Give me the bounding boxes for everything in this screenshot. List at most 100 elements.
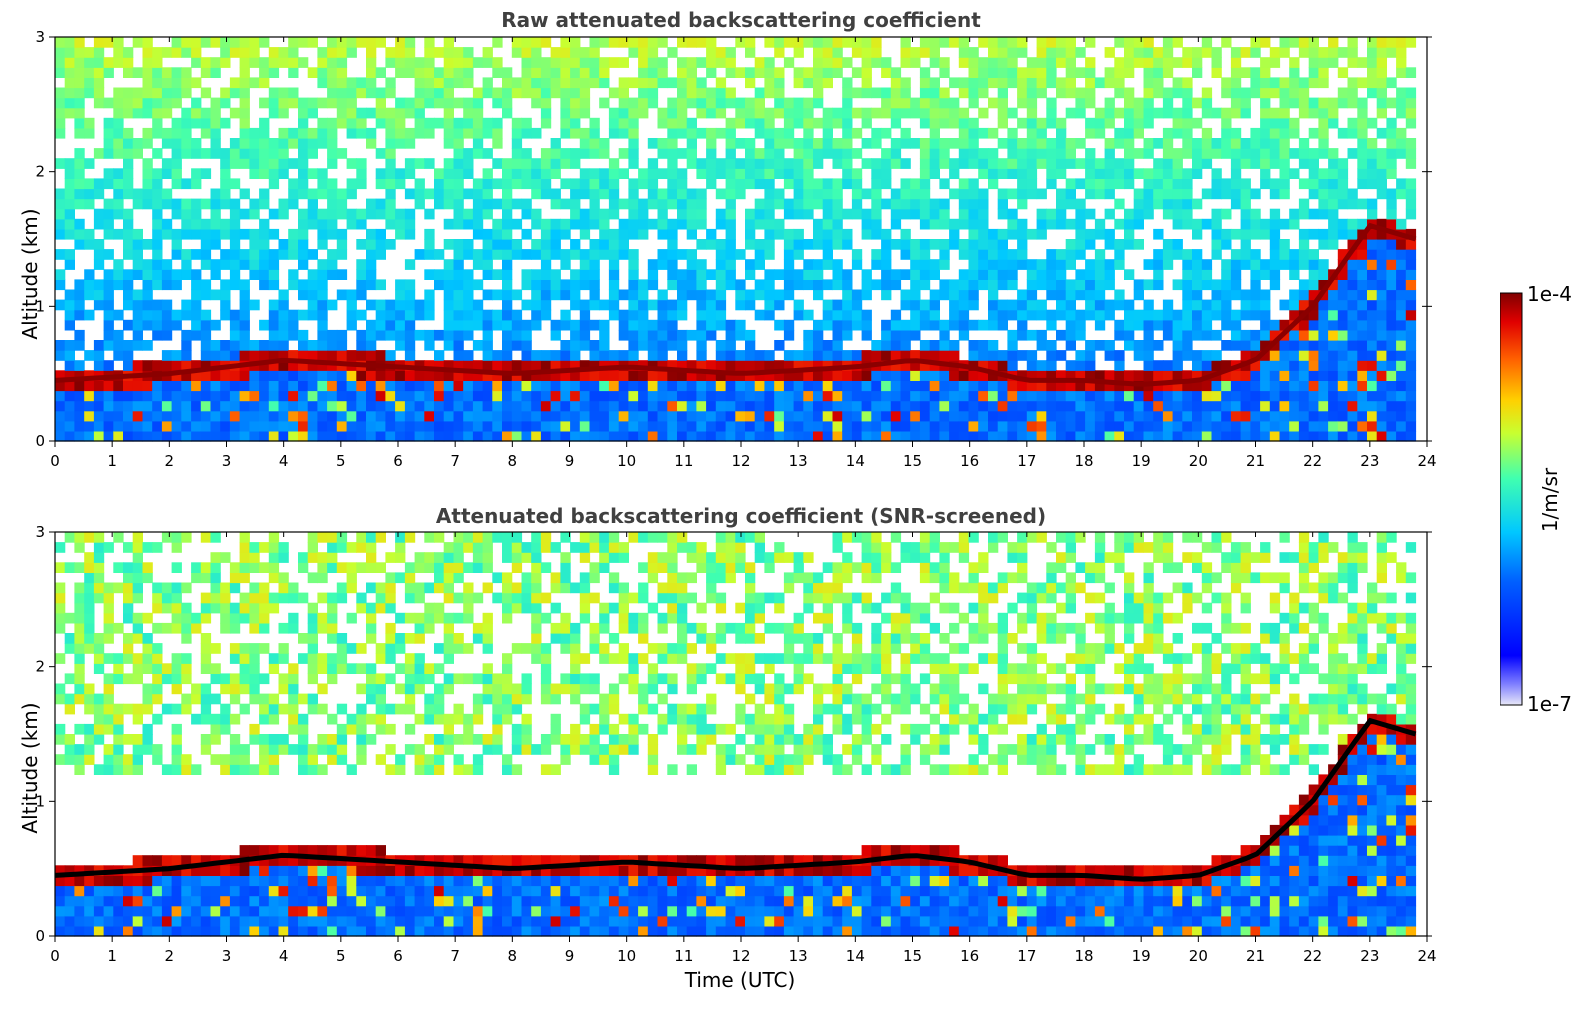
heatmap-cell — [317, 117, 328, 129]
heatmap-cell — [686, 158, 697, 169]
heatmap-cell — [715, 390, 727, 402]
heatmap-cell — [813, 117, 824, 129]
heatmap-cell — [715, 249, 727, 260]
heatmap-cell — [113, 97, 124, 109]
heatmap-cell — [171, 117, 182, 129]
heatmap-cell — [259, 239, 270, 250]
heatmap-cell — [492, 87, 503, 99]
heatmap-cell — [346, 410, 357, 422]
heatmap-cell — [123, 734, 134, 745]
heatmap-cell — [579, 279, 591, 291]
heatmap-cell — [356, 279, 367, 291]
heatmap-cell — [259, 875, 270, 887]
heatmap-cell — [677, 168, 688, 179]
heatmap-cell — [599, 148, 610, 159]
heatmap-cell — [686, 138, 697, 149]
heatmap-cell — [424, 309, 435, 321]
heatmap-cell — [123, 228, 134, 240]
heatmap-cell — [84, 643, 95, 654]
heatmap-cell — [463, 117, 474, 129]
heatmap-cell — [502, 319, 513, 331]
heatmap-cell — [210, 138, 221, 149]
heatmap-cell — [171, 895, 182, 907]
heatmap-cell — [55, 693, 66, 705]
heatmap-cell — [191, 117, 202, 129]
heatmap-cell — [93, 400, 105, 412]
heatmap-cell — [560, 420, 571, 432]
heatmap-cell — [229, 239, 241, 250]
heatmap-cell — [764, 309, 775, 321]
heatmap-cell — [288, 592, 299, 604]
heatmap-cell — [113, 400, 124, 412]
heatmap-cell — [608, 269, 620, 280]
heatmap-cell — [171, 269, 182, 280]
heatmap-cell — [64, 532, 75, 543]
heatmap-cell — [453, 148, 464, 159]
heatmap-cell — [657, 289, 668, 301]
heatmap-cell — [210, 390, 221, 402]
heatmap-cell — [317, 77, 328, 89]
heatmap-cell — [200, 713, 212, 725]
heatmap-cell — [375, 420, 386, 432]
heatmap-cell — [64, 430, 75, 442]
heatmap-cell — [638, 168, 649, 179]
heatmap-cell — [317, 47, 328, 58]
heatmap-cell — [103, 208, 114, 220]
heatmap-cell — [851, 67, 863, 78]
heatmap-cell — [715, 420, 727, 432]
heatmap-cell — [229, 602, 241, 614]
heatmap-cell — [764, 420, 775, 432]
heatmap-cell — [142, 269, 153, 280]
heatmap-cell — [191, 299, 202, 311]
heatmap-cell — [764, 87, 775, 99]
heatmap-cell — [472, 198, 484, 210]
heatmap-cell — [239, 208, 250, 220]
heatmap-cell — [191, 218, 202, 230]
heatmap-cell — [356, 168, 367, 179]
heatmap-cell — [890, 269, 902, 280]
heatmap-cell — [502, 269, 513, 280]
heatmap-cell — [502, 107, 513, 119]
heatmap-cell — [589, 148, 600, 159]
heatmap-cell — [511, 360, 523, 371]
heatmap-cell — [453, 289, 464, 301]
heatmap-cell — [472, 309, 484, 321]
heatmap-cell — [220, 370, 231, 381]
heatmap-cell — [278, 865, 289, 876]
heatmap-cell — [268, 754, 280, 765]
heatmap-cell — [278, 329, 289, 341]
heatmap-cell — [317, 370, 328, 381]
heatmap-cell — [64, 77, 75, 89]
heatmap-cell — [181, 138, 192, 149]
heatmap-cell — [599, 77, 610, 89]
heatmap-cell — [74, 67, 85, 78]
heatmap-cell — [434, 279, 445, 291]
heatmap-cell — [288, 713, 299, 725]
heatmap-cell — [181, 47, 192, 58]
heatmap-cell — [735, 329, 746, 341]
heatmap-cell — [356, 107, 367, 119]
heatmap-cell — [443, 168, 454, 179]
heatmap-cell — [725, 57, 736, 68]
heatmap-cell — [171, 622, 182, 634]
heatmap-cell — [677, 117, 688, 129]
heatmap-cell — [783, 370, 795, 381]
heatmap-cell — [93, 249, 105, 260]
heatmap-cell — [871, 340, 882, 351]
heatmap-cell — [103, 400, 114, 412]
heatmap-cell — [181, 249, 192, 260]
heatmap-cell — [647, 37, 659, 48]
heatmap-cell — [55, 350, 66, 361]
heatmap-cell — [521, 178, 532, 190]
heatmap-cell — [229, 713, 241, 725]
heatmap-cell — [346, 37, 357, 48]
heatmap-cell — [424, 299, 435, 311]
heatmap-cell — [210, 208, 221, 220]
heatmap-cell — [657, 107, 668, 119]
heatmap-cell — [443, 420, 454, 432]
heatmap-cell — [336, 107, 348, 119]
heatmap-cell — [628, 37, 639, 48]
heatmap-cell — [793, 269, 804, 280]
heatmap-cell — [647, 178, 659, 190]
heatmap-cell — [696, 350, 707, 361]
